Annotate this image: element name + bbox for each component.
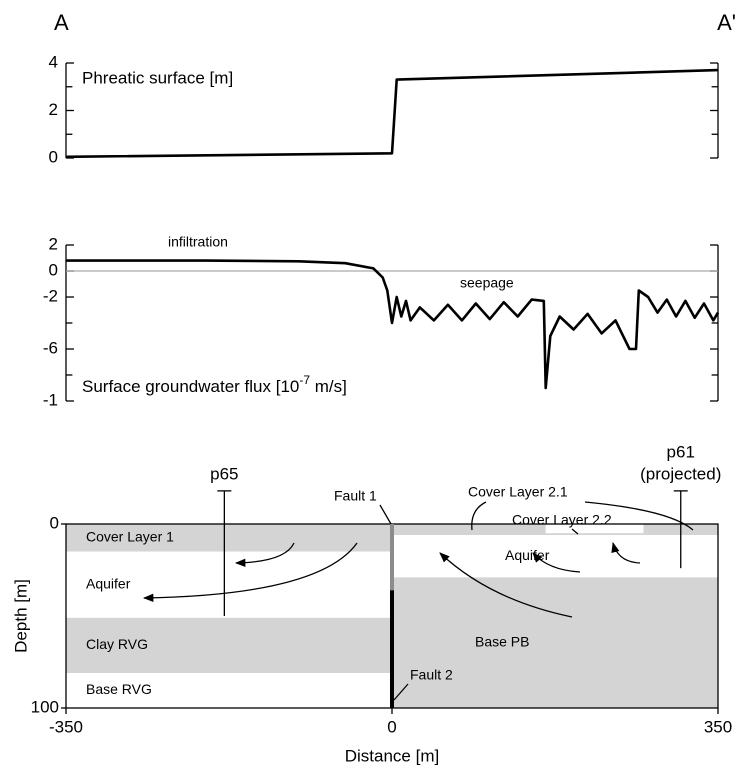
x-tick-label: 350 xyxy=(704,717,732,736)
layer xyxy=(66,617,392,674)
y-label: Depth [m] xyxy=(11,579,30,653)
layer-label: Aquifer xyxy=(86,575,131,591)
x-tick-label: 0 xyxy=(387,717,396,736)
layer xyxy=(545,533,644,536)
section-panel: Cover Layer 1 Aquifer Clay RVG Base RVG Aqui… xyxy=(11,442,732,765)
well-label: (projected) xyxy=(640,464,721,483)
layer-label: Base RVG xyxy=(86,681,152,697)
corner-label: A xyxy=(54,10,69,35)
layer xyxy=(66,673,392,708)
y-tick-label: 0 xyxy=(49,147,58,166)
flow-arrows xyxy=(142,541,641,618)
flow-arrow xyxy=(234,542,295,567)
x-tick-label: -350 xyxy=(49,717,83,736)
y-label: Surface groundwater flux [10-7 m/s] xyxy=(82,373,347,396)
fault-label: Fault 2 xyxy=(410,667,453,683)
y-label-part: Surface groundwater flux [10 xyxy=(82,377,299,396)
y-tick-label: 4 xyxy=(49,52,58,71)
annotation: infiltration xyxy=(168,234,228,250)
layer xyxy=(66,524,392,552)
y-tick-label: 2 xyxy=(49,234,58,253)
layer xyxy=(392,524,546,536)
leader xyxy=(584,501,694,531)
callout: Cover Layer 2.1 xyxy=(468,484,568,500)
line xyxy=(66,259,720,390)
well-label: p61 xyxy=(667,442,695,461)
line xyxy=(65,68,719,159)
layer xyxy=(66,551,392,618)
leader xyxy=(571,528,579,535)
layer xyxy=(392,577,718,708)
layer-label: Aquifer xyxy=(505,547,550,563)
layer xyxy=(392,535,718,578)
fault-label: Fault 1 xyxy=(334,488,377,504)
layer-label: Clay RVG xyxy=(86,636,148,652)
layer-label: Cover Layer 1 xyxy=(86,529,174,545)
y-tick-label: 0 xyxy=(50,513,59,532)
flow-arrow xyxy=(142,542,358,602)
annotation: seepage xyxy=(460,275,514,291)
flow-arrow xyxy=(611,541,641,564)
y-label-part: m/s] xyxy=(310,377,347,396)
flux-panel: 2 0 -2 -6 -1 Surface groundwater flux [10-7 m… xyxy=(43,234,720,409)
y-tick-label: 2 xyxy=(49,100,58,119)
y-tick-label: -1 xyxy=(43,390,58,409)
leader xyxy=(379,504,392,525)
y-tick-label: -2 xyxy=(43,286,58,305)
x-label: Distance [m] xyxy=(345,746,439,765)
callout: Cover Layer 2.2 xyxy=(512,512,612,528)
flow-arrow xyxy=(439,552,573,618)
phreatic-panel: 0 2 4 A A' Phreatic surface [m] xyxy=(49,10,736,167)
y-tick-label: -6 xyxy=(43,338,58,357)
layer-label: Base PB xyxy=(475,633,529,649)
y-tick-label: 100 xyxy=(31,697,59,716)
leader xyxy=(393,683,409,701)
y-label-part: -7 xyxy=(299,373,310,387)
panel-title: Phreatic surface [m] xyxy=(82,68,233,87)
leader xyxy=(471,501,487,531)
corner-label: A' xyxy=(717,10,736,35)
flow-arrow xyxy=(532,552,581,573)
well-label: p65 xyxy=(210,464,238,483)
y-tick-label: 0 xyxy=(49,260,58,279)
